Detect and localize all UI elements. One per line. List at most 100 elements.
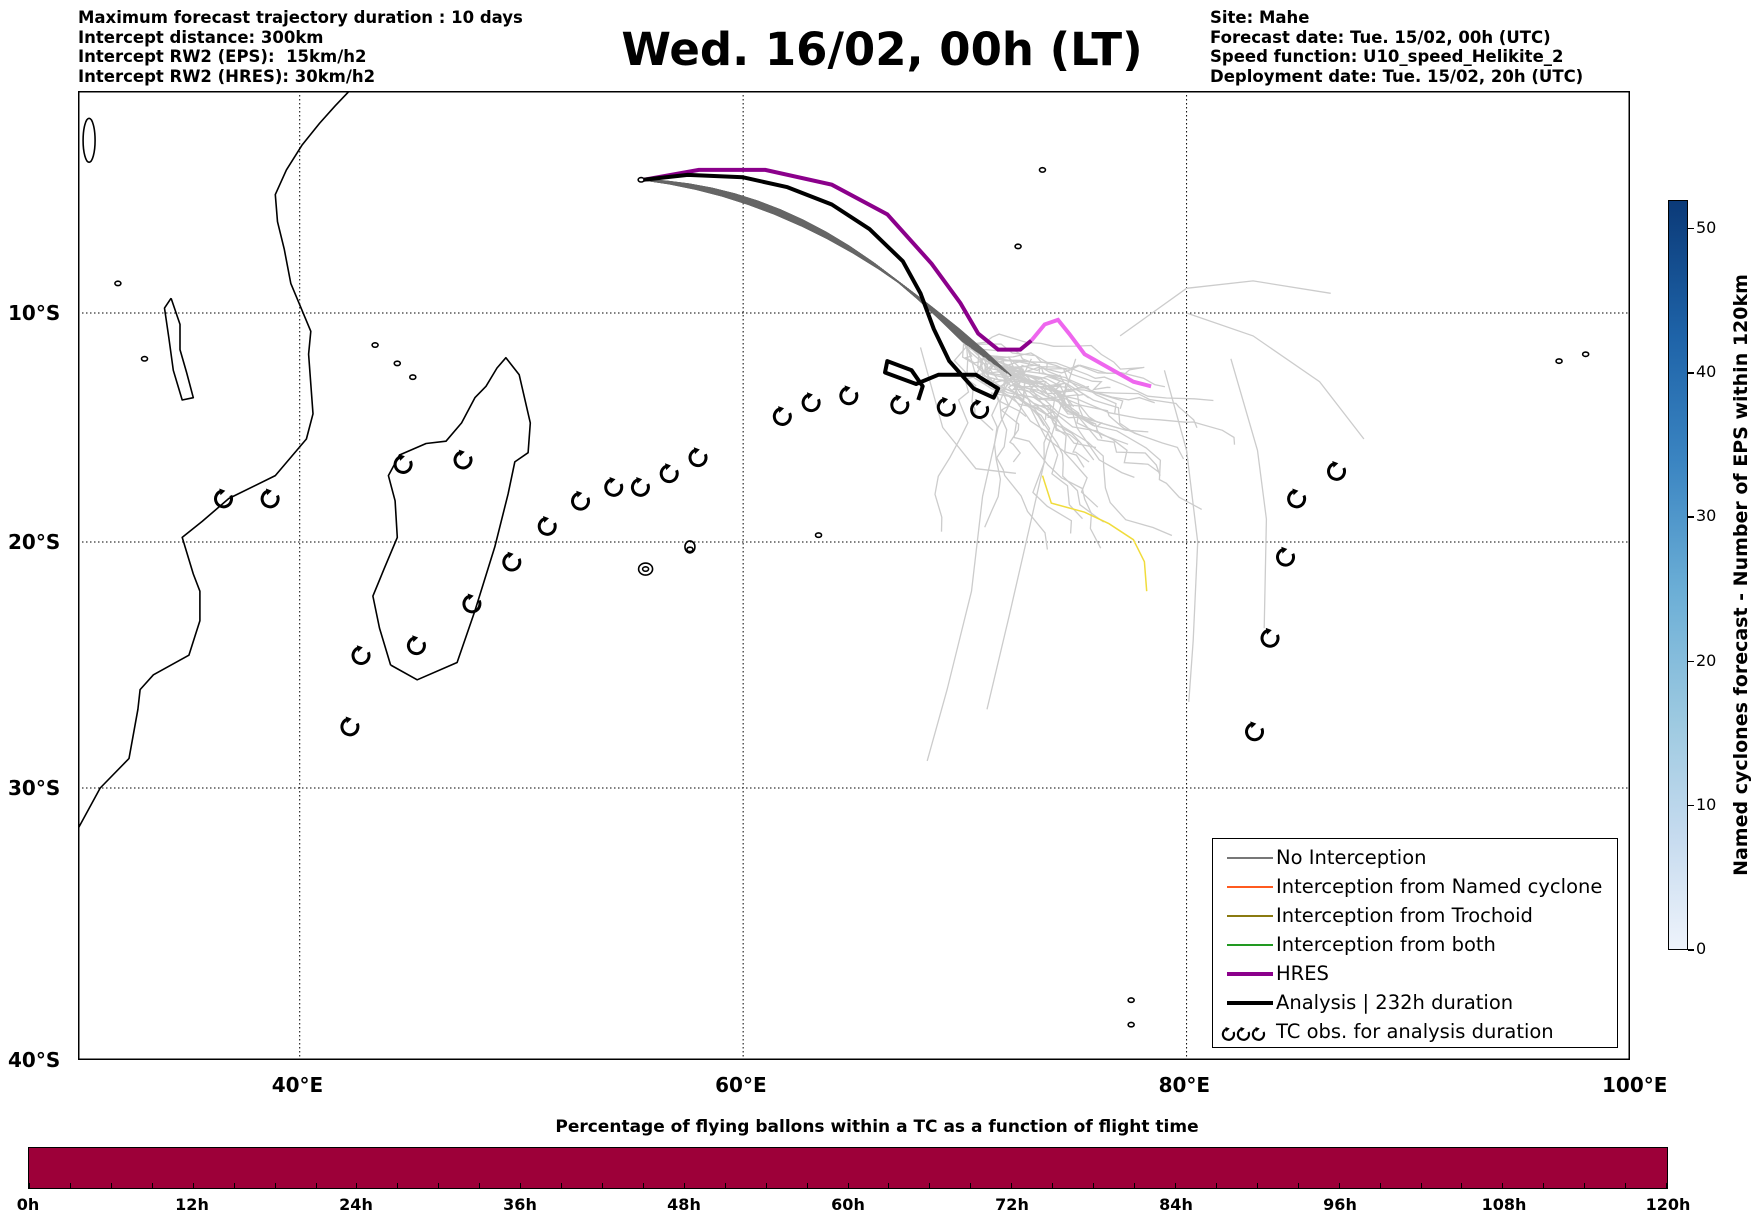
lon-label: 40°E <box>271 1073 324 1097</box>
island-7 <box>1038 166 1047 173</box>
flight-time-minor-tick <box>315 1183 317 1188</box>
tc-symbol <box>1260 627 1280 648</box>
eps-track-dark <box>643 179 1012 377</box>
flight-time-minor-tick <box>274 1183 276 1188</box>
legend-swatch <box>1227 944 1273 946</box>
eps-track-dark <box>643 179 995 365</box>
tc-symbol <box>772 406 792 426</box>
header-right-line-0: Site: Mahe <box>1210 8 1310 27</box>
analysis-track <box>643 172 1001 401</box>
eps-track-light <box>985 360 1129 445</box>
eps-track-light <box>934 344 970 532</box>
eps-track-light <box>990 359 1124 409</box>
flight-time-minor-tick <box>1134 1183 1135 1188</box>
colorbar-tick-label: 0 <box>1687 939 1707 958</box>
flight-time-minor-tick <box>1174 1183 1176 1188</box>
eps-track-dark <box>643 179 980 354</box>
eps-track-light <box>994 363 1198 429</box>
eps-track-light <box>1119 280 1331 337</box>
header-right-info: Site: Mahe Forecast date: Tue. 15/02, 00h… <box>1210 8 1583 86</box>
hres-track-late <box>1029 317 1152 389</box>
flight-time-minor-tick <box>397 1183 399 1188</box>
eps-track-dark <box>643 179 968 345</box>
eps-track-dark <box>643 179 1001 369</box>
flight-time-minor-tick <box>1461 1183 1463 1188</box>
colorbar-tick-label: 40 <box>1687 362 1717 382</box>
header-left-info: Maximum forecast trajectory duration : 1… <box>78 8 523 86</box>
tc-observations <box>214 385 1346 742</box>
eps-track-dark <box>643 179 967 345</box>
island-0 <box>371 342 379 349</box>
flight-time-tick-label: 24h <box>339 1195 373 1214</box>
flight-time-minor-tick <box>683 1183 685 1188</box>
flight-time-minor-tick <box>724 1183 726 1188</box>
eps-track-dark <box>643 179 976 351</box>
eps-track-light <box>999 364 1166 388</box>
island-15 <box>114 280 122 287</box>
flight-time-tick-label: 48h <box>667 1195 701 1214</box>
tc-symbol <box>688 447 708 468</box>
lon-label: 60°E <box>715 1073 767 1097</box>
flight-time-minor-tick <box>1625 1183 1627 1188</box>
eps-track-dark <box>643 179 1006 372</box>
eps-tracks-far <box>919 280 1365 762</box>
eps-track-dark <box>643 179 996 365</box>
flight-time-minor-tick <box>192 1183 194 1188</box>
eps-track-dark <box>643 179 1003 370</box>
colorbar-tick-label: 10 <box>1687 794 1717 814</box>
tc-symbol <box>936 396 956 417</box>
flight-time-minor-tick <box>561 1183 562 1188</box>
eps-track-light <box>1186 312 1365 440</box>
tc-symbol <box>537 516 557 536</box>
lake-malawi <box>163 297 195 401</box>
legend-swatch <box>1227 972 1273 976</box>
header-left-line-1: Intercept distance: 300km <box>78 27 324 47</box>
tc-symbol <box>406 635 426 656</box>
eps-track-dark <box>643 179 974 350</box>
tc-symbol <box>1327 461 1346 481</box>
lon-label: 100°E <box>1602 1073 1668 1097</box>
flight-time-tick-label: 84h <box>1159 1195 1193 1214</box>
tc-symbol <box>340 716 360 737</box>
eps-track-dark <box>643 179 975 351</box>
island-2 <box>408 374 417 381</box>
legend-item: Interception from Named cyclone <box>1213 873 1617 902</box>
flight-time-minor-tick <box>1584 1183 1586 1188</box>
flight-time-colorbar-title: Percentage of flying ballons within a TC… <box>555 1117 1199 1137</box>
eps-track-dark <box>643 179 995 364</box>
eps-track-light <box>986 358 1077 710</box>
eps-tracks-no-interception <box>643 179 1012 377</box>
eps-track-light <box>1001 368 1173 537</box>
island-5 <box>686 546 694 553</box>
eps-track-dark <box>643 179 974 350</box>
eps-track-light <box>1230 358 1268 629</box>
eps-track-light <box>995 364 1073 534</box>
island-14 <box>140 355 149 362</box>
eps-track-dark <box>643 179 969 346</box>
flight-time-minor-tick <box>1297 1183 1299 1188</box>
lat-label: 10°S <box>8 301 61 325</box>
eps-track-dark <box>643 179 978 353</box>
island-6 <box>814 532 823 539</box>
flight-time-minor-tick <box>1052 1183 1054 1188</box>
flight-time-minor-tick <box>1093 1183 1094 1188</box>
legend-swatch <box>1227 857 1273 859</box>
header-right-line-3: Deployment date: Tue. 15/02, 20h (UTC) <box>1210 66 1584 86</box>
island-1 <box>393 360 402 367</box>
flight-time-minor-tick <box>233 1183 235 1188</box>
flight-time-minor-tick <box>1256 1183 1258 1188</box>
tc-symbol <box>462 593 482 614</box>
legend-swatch <box>1227 886 1273 888</box>
eps-track-dark <box>643 179 971 348</box>
legend-label: HRES <box>1276 962 1329 985</box>
eps-track-dark <box>643 179 1008 374</box>
flight-time-minor-tick <box>29 1183 30 1188</box>
flight-time-minor-tick <box>1420 1183 1422 1188</box>
flight-time-minor-tick <box>356 1183 358 1188</box>
eps-track-dark <box>643 179 995 365</box>
header-right-line-1: Forecast date: Tue. 15/02, 00h (UTC) <box>1210 27 1551 47</box>
eps-track-light <box>965 343 1085 468</box>
tc-symbol <box>970 399 990 419</box>
legend-label: Interception from Trochoid <box>1276 904 1533 927</box>
flight-time-minor-tick <box>1666 1183 1667 1188</box>
